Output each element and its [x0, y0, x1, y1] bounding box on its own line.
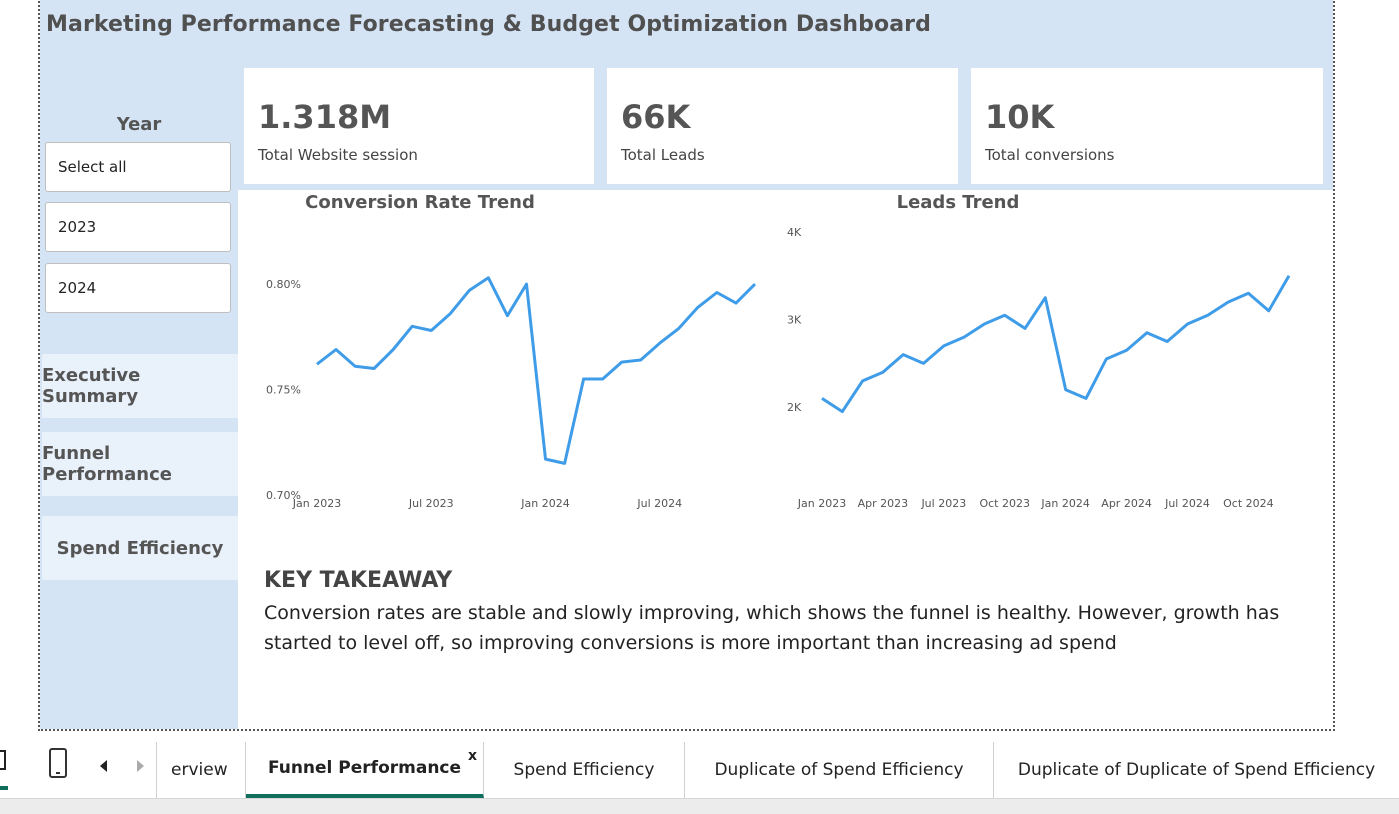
leads-trend-chart: 2K 3K 4K Jan 2023 Apr 2023 Jul 2023 Oct 2023 Ja… [787, 226, 1291, 510]
x-tick-label: Apr 2023 [858, 497, 909, 510]
tab-label: Funnel Performance [267, 758, 462, 778]
y-tick-label: 3K [787, 314, 802, 327]
nav-executive-summary-button[interactable]: Executive Summary [42, 354, 238, 418]
key-takeaway-title: KEY TAKEAWAY [264, 568, 453, 593]
desktop-layout-active-indicator [0, 786, 8, 790]
y-tick-label: 2K [787, 401, 802, 414]
x-tick-label: Jul 2023 [920, 497, 966, 510]
kpi-strip: 1.318M Total Website session 66K Total L… [238, 62, 1333, 190]
year-option-2024[interactable]: 2024 [45, 263, 231, 313]
x-tick-label: Jan 2023 [797, 497, 846, 510]
year-filter-label: Year [116, 114, 162, 135]
y-tick-label: 0.80% [266, 278, 301, 291]
nav-spend-efficiency-button[interactable]: Spend Efficiency [42, 516, 238, 580]
tab-funnel-performance[interactable]: Funnel Performance x [246, 742, 484, 798]
report-canvas: Marketing Performance Forecasting & Budg… [38, 0, 1335, 731]
year-option-select-all[interactable]: Select all [45, 142, 231, 192]
y-tick-label: 4K [787, 226, 802, 239]
y-tick-label: 0.75% [266, 384, 301, 397]
x-tick-label: Jan 2024 [520, 497, 569, 510]
series-line [821, 275, 1291, 414]
nav-funnel-performance-button[interactable]: Funnel Performance [42, 432, 238, 496]
kpi-card-conversions: 10K Total conversions [971, 68, 1323, 184]
title-bar: Marketing Performance Forecasting & Budg… [40, 0, 1333, 62]
kpi-label: Total Website session [258, 146, 418, 164]
tab-overview[interactable]: erview [156, 742, 246, 798]
x-tick-label: Oct 2023 [979, 497, 1030, 510]
status-strip [0, 798, 1399, 814]
kpi-label: Total Leads [621, 146, 705, 164]
kpi-value: 1.318M [258, 98, 392, 136]
kpi-value: 66K [621, 98, 691, 136]
leads-chart-title: Leads Trend [896, 192, 1020, 213]
y-tick-label: 0.70% [266, 489, 301, 502]
series-line [316, 276, 757, 465]
kpi-value: 10K [985, 98, 1055, 136]
close-tab-icon[interactable]: x [467, 748, 477, 764]
x-tick-label: Jan 2024 [1040, 497, 1089, 510]
x-tick-label: Jul 2023 [408, 497, 454, 510]
conversion-chart-title: Conversion Rate Trend [305, 192, 535, 213]
desktop-layout-icon[interactable] [0, 750, 6, 770]
conversion-rate-chart: 0.70% 0.75% 0.80% Jan 2023 Jul 2023 Jan 2024 J… [266, 276, 757, 510]
chevron-right-icon[interactable] [137, 760, 144, 772]
tab-duplicate-duplicate-spend-efficiency[interactable]: Duplicate of Duplicate of Spend Efficien… [1017, 760, 1376, 780]
x-tick-label: Jul 2024 [636, 497, 682, 510]
dashboard-title: Marketing Performance Forecasting & Budg… [46, 12, 931, 37]
kpi-label: Total conversions [985, 146, 1115, 164]
key-takeaway-text: Conversion rates are stable and slowly i… [264, 602, 1280, 654]
kpi-card-website-sessions: 1.318M Total Website session [244, 68, 594, 184]
x-tick-label: Apr 2024 [1101, 497, 1152, 510]
kpi-card-leads: 66K Total Leads [607, 68, 958, 184]
chevron-left-icon[interactable] [100, 760, 107, 772]
mobile-layout-icon[interactable] [49, 748, 67, 778]
year-option-2023[interactable]: 2023 [45, 202, 231, 252]
tab-spend-efficiency[interactable]: Spend Efficiency [484, 742, 685, 798]
sidebar: Year Select all 2023 2024 Executive Summ… [40, 62, 238, 729]
tab-duplicate-spend-efficiency[interactable]: Duplicate of Spend Efficiency [685, 742, 994, 798]
x-tick-label: Oct 2024 [1223, 497, 1274, 510]
x-tick-label: Jan 2023 [292, 497, 341, 510]
page-tab-bar: erview Funnel Performance x Spend Effici… [0, 742, 1399, 798]
x-tick-label: Jul 2024 [1164, 497, 1210, 510]
